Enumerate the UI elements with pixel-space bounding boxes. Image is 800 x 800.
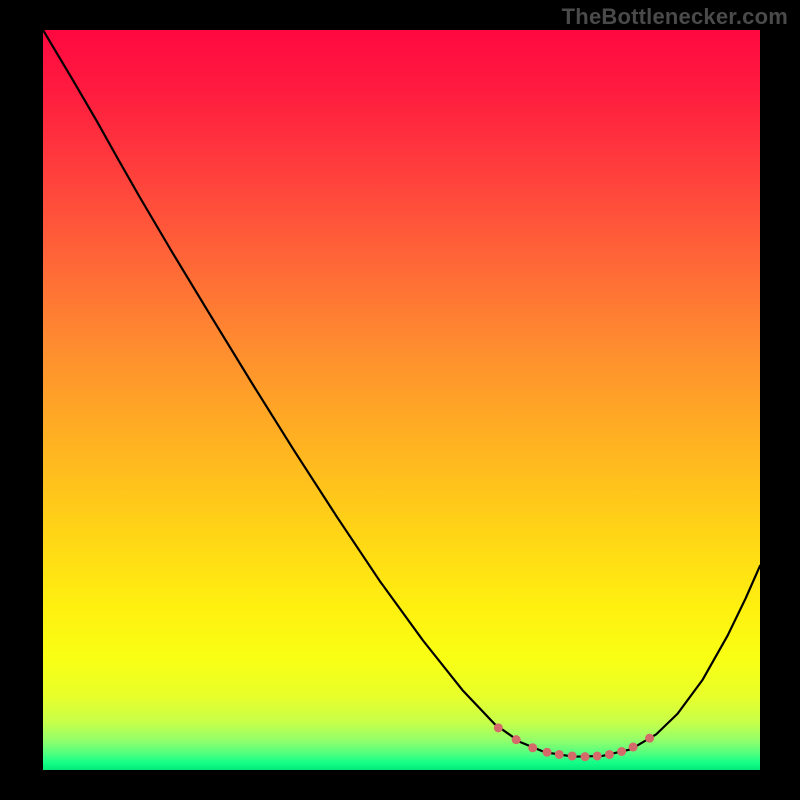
trough-marker xyxy=(645,734,654,743)
chart-container: TheBottlenecker.com xyxy=(0,0,800,800)
gradient-background xyxy=(43,30,760,770)
trough-marker xyxy=(512,735,521,744)
watermark: TheBottlenecker.com xyxy=(562,4,788,30)
plot-area xyxy=(43,30,760,770)
trough-marker xyxy=(617,747,626,756)
trough-marker xyxy=(593,751,602,760)
trough-marker xyxy=(629,743,638,752)
trough-marker xyxy=(528,743,537,752)
trough-marker xyxy=(543,748,552,757)
trough-marker xyxy=(568,751,577,760)
trough-marker xyxy=(555,750,564,759)
trough-marker xyxy=(605,750,614,759)
trough-marker xyxy=(494,723,503,732)
trough-marker xyxy=(581,752,590,761)
